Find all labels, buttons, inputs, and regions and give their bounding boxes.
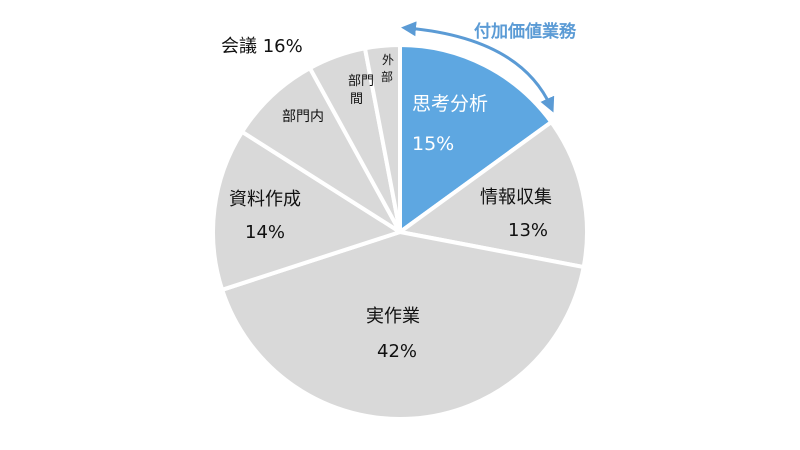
slice-label-bumonkan-line: 部門 [348, 74, 374, 89]
slice-label-gaibu: 外 部 [381, 53, 398, 84]
annotation-arrow [401, 21, 555, 113]
slice-jitsusagyou [220, 230, 586, 422]
slice-label-bumonkan-line: 間 [350, 92, 363, 107]
value-added-annotation: 付加価値業務 [401, 21, 577, 113]
slice-shiryou-sakusei [211, 129, 402, 292]
slice-label-gaibu-line: 部 [381, 69, 393, 84]
slice-label-shiryou-sakusei: 資料作成 [229, 189, 301, 210]
slice-label-jouhou-shuushuu: 情報収集 [480, 187, 552, 208]
slice-label-gaibu-line: 外 [382, 53, 394, 67]
slice-value-shiryou-sakusei: 14% [245, 222, 285, 243]
slice-label-shikou-bunseki: 思考分析 [412, 93, 488, 115]
slice-value-shikou-bunseki: 15% [412, 133, 454, 155]
slice-label-bumonnai: 部門内 [282, 109, 324, 125]
slice-value-jouhou-shuushuu: 13% [508, 220, 548, 241]
slice-value-jitsusagyou: 42% [377, 341, 417, 362]
slice-jouhou-shuushuu [398, 120, 589, 270]
slice-label-jitsusagyou: 実作業 [366, 306, 420, 327]
slice-gaibu [362, 43, 402, 234]
pie-slices [211, 43, 589, 422]
annotation-text: 付加価値業務 [474, 21, 577, 42]
meeting-group-label: 会議 16% [221, 36, 303, 57]
slice-label-bumonkan: 部門 間 [348, 74, 378, 107]
